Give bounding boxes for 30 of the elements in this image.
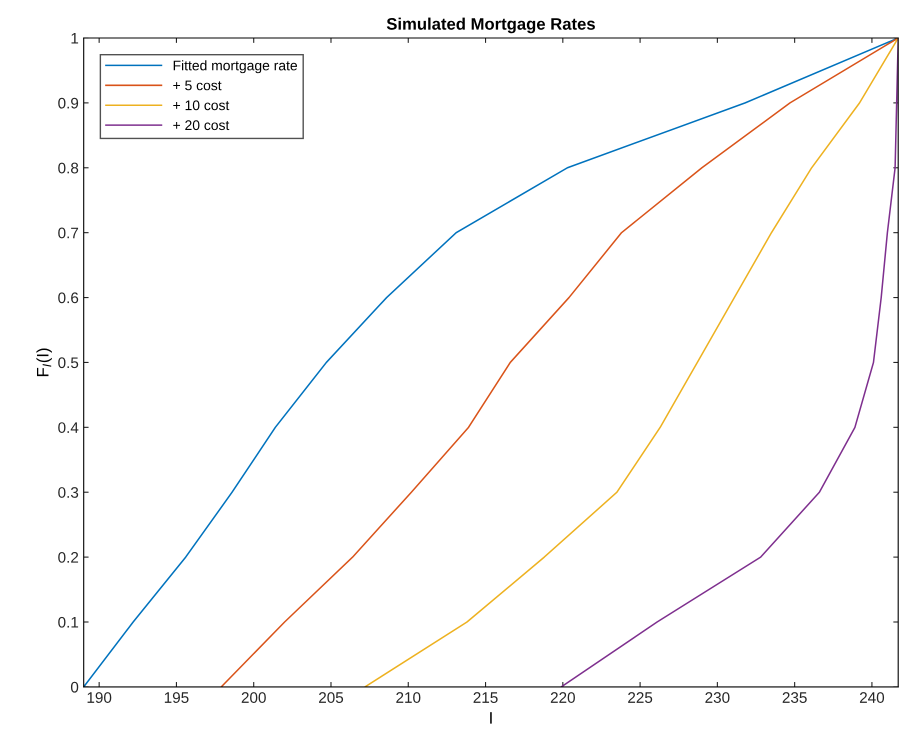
y-tick-label: 0.9 <box>58 98 78 109</box>
x-tick-label: 195 <box>164 692 189 703</box>
legend-label: + 5 cost <box>173 80 222 90</box>
x-tick-label: 210 <box>396 692 420 703</box>
y-tick-label: 0.7 <box>58 228 78 238</box>
x-tick-label: 205 <box>319 692 344 703</box>
y-tick-label: 0.4 <box>58 422 78 434</box>
legend-label: Fitted mortgage rate <box>174 60 298 74</box>
x-tick-label: 225 <box>628 692 652 703</box>
legend-label: + 20 cost <box>173 120 230 130</box>
x-tick-label: 220 <box>550 692 575 703</box>
x-tick-label: 240 <box>860 692 884 703</box>
x-tick-label: 215 <box>474 692 498 703</box>
y-tick-label: 0 <box>70 682 78 693</box>
y-tick-label: 0.5 <box>58 357 78 368</box>
x-tick-label: 235 <box>782 692 807 703</box>
x-tick-label: 190 <box>88 692 112 703</box>
x-tick-label: 200 <box>242 692 266 703</box>
y-tick-label: 0.8 <box>58 162 78 174</box>
y-axis-title: F$_{I}$(I) <box>36 348 52 376</box>
chart-title: Simulated Mortgage Rates <box>386 18 595 34</box>
y-tick-label: 0.2 <box>58 552 78 563</box>
line-series <box>84 38 898 687</box>
y-tick-label: 0.6 <box>58 292 78 304</box>
y-tick-label: 0.1 <box>58 616 78 628</box>
x-axis-title: I <box>490 712 492 724</box>
x-tick-label: 230 <box>705 692 730 703</box>
legend-label: + 10 cost <box>173 100 230 110</box>
y-tick-label: 1 <box>72 33 78 44</box>
y-tick-label: 0.3 <box>58 487 78 498</box>
